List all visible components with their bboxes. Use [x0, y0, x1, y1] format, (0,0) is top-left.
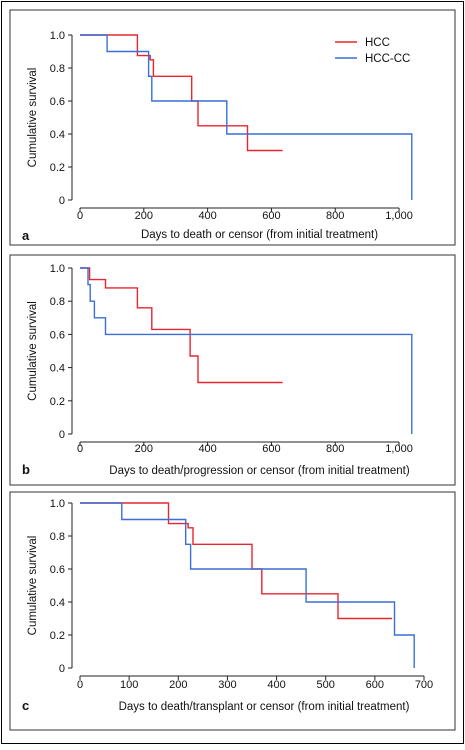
- x-tick-label: 700: [415, 679, 433, 691]
- panel-letter: a: [22, 228, 30, 243]
- series-line-hcc: [80, 34, 283, 152]
- y-axis-label: Cumulative survival: [27, 301, 39, 401]
- x-tick-label: 400: [267, 679, 285, 691]
- y-tick-label: 0.4: [50, 597, 65, 609]
- panel-letter: c: [22, 698, 29, 713]
- y-tick-label: 0.2: [50, 162, 65, 174]
- y-tick-label: 0.4: [50, 129, 65, 141]
- panel-letter: b: [22, 462, 30, 477]
- y-tick-label: 0: [59, 663, 65, 675]
- x-tick-label: 400: [198, 443, 216, 455]
- x-tick-label: 400: [198, 210, 216, 222]
- chart-panel-c: 0 0.2 0.4 0.6 0.8 1.0 0 100 200 300 400 500 600 700 Da…: [9, 491, 456, 731]
- x-tick-label: 800: [326, 443, 344, 455]
- panel-border: [9, 491, 456, 731]
- x-tick-label: 500: [317, 679, 335, 691]
- x-axis-label: Days to death/progression or censor (fro…: [109, 465, 410, 477]
- x-tick-label: 600: [262, 210, 280, 222]
- series-line-hcc-cc: [80, 34, 413, 200]
- y-tick-label: 0.6: [50, 96, 65, 108]
- y-axis-label: Cumulative survival: [27, 536, 39, 636]
- legend-label: HCC: [365, 37, 390, 49]
- legend-label: HCC-CC: [365, 53, 410, 65]
- x-axis-label: Days to death or censor (from initial tr…: [141, 229, 378, 241]
- series-line-hcc: [80, 267, 283, 384]
- x-tick-label: 200: [135, 210, 153, 222]
- panel-border: [9, 9, 456, 246]
- chart-panel-a: 0 0.2 0.4 0.6 0.8 1.0 0 200 400 600 800 1,000 Days t…: [9, 9, 456, 246]
- y-axis-label: Cumulative survival: [27, 68, 39, 168]
- x-tick-label: 200: [135, 443, 153, 455]
- y-tick-label: 1.0: [50, 263, 65, 275]
- x-tick-label: 1,000: [385, 210, 413, 222]
- x-tick-label: 0: [77, 210, 83, 222]
- series-line-hcc-cc: [80, 267, 413, 434]
- y-tick-label: 0.6: [50, 329, 65, 341]
- x-tick-label: 0: [77, 679, 83, 691]
- x-tick-label: 200: [169, 679, 187, 691]
- y-tick-label: 1.0: [50, 498, 65, 510]
- x-tick-label: 800: [326, 210, 344, 222]
- panel-border: [9, 254, 456, 486]
- x-tick-label: 300: [218, 679, 236, 691]
- series-line-hcc-cc: [80, 502, 415, 668]
- y-tick-label: 0.8: [50, 63, 65, 75]
- y-tick-label: 0.2: [50, 396, 65, 408]
- x-tick-label: 600: [366, 679, 384, 691]
- x-axis-label: Days to death/transplant or censor (from…: [119, 701, 410, 713]
- y-tick-label: 0.6: [50, 564, 65, 576]
- x-tick-label: 1,000: [385, 443, 413, 455]
- y-tick-label: 1.0: [50, 30, 65, 42]
- y-tick-label: 0.8: [50, 296, 65, 308]
- series-line-hcc: [80, 502, 393, 620]
- y-tick-label: 0.4: [50, 363, 65, 375]
- y-tick-label: 0.8: [50, 531, 65, 543]
- y-tick-label: 0: [59, 195, 65, 207]
- y-tick-label: 0.2: [50, 630, 65, 642]
- chart-panel-b: 0 0.2 0.4 0.6 0.8 1.0 0 200 400 600 800 1,000 Days t…: [9, 254, 456, 486]
- x-tick-label: 0: [77, 443, 83, 455]
- y-tick-label: 0: [59, 429, 65, 441]
- x-tick-label: 600: [262, 443, 280, 455]
- x-tick-label: 100: [120, 679, 138, 691]
